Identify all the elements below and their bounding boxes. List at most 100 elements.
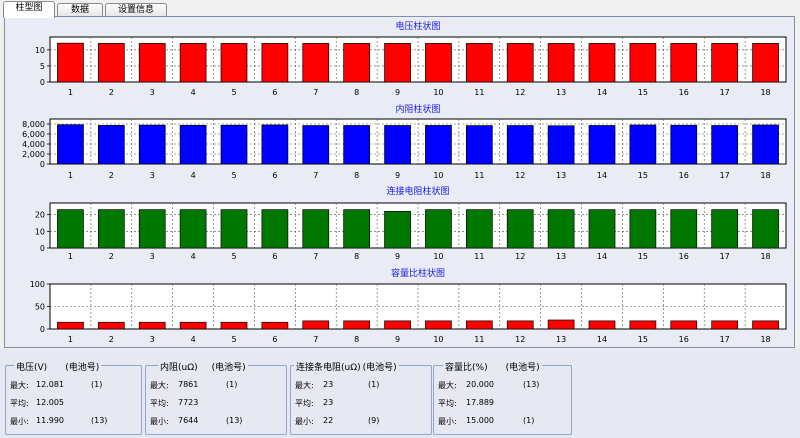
x-tick-label: 13: [556, 171, 566, 180]
bar-connection-10: [425, 209, 452, 249]
x-tick-label: 4: [191, 252, 196, 261]
stats-label: 最大:: [150, 381, 169, 390]
x-tick-label: 4: [191, 335, 196, 344]
x-tick-label: 11: [474, 171, 484, 180]
bar-capacity-11: [465, 320, 493, 330]
stats-value: 22: [323, 416, 334, 425]
y-tick-label: 8,000: [22, 120, 45, 129]
y-tick-label: 6,000: [22, 130, 45, 139]
y-tick-label: 10: [35, 46, 45, 55]
x-tick-label: 9: [395, 335, 400, 344]
x-tick-label: 18: [760, 171, 770, 180]
bar-connection-18: [752, 209, 779, 249]
stats-value: 20.000: [466, 380, 494, 389]
stats-connection-legend: 连接条电阻(uΩ) (电池号): [294, 360, 399, 373]
y-tick-label: 20: [35, 211, 45, 220]
stats-value: 17.889: [466, 398, 494, 407]
x-tick-label: 11: [474, 252, 484, 261]
bar-resistance-16: [670, 124, 698, 165]
x-tick-label: 9: [395, 88, 400, 97]
y-tick-label: 0: [40, 78, 45, 87]
chart-title-resistance: 内阻柱状图: [395, 103, 440, 115]
stats-label: 最大:: [10, 381, 29, 390]
bar-capacity-15: [629, 320, 657, 330]
bar-voltage-13: [547, 43, 575, 83]
y-tick-label: 50: [35, 303, 45, 312]
bar-connection-14: [588, 209, 616, 249]
bar-capacity-1: [57, 321, 84, 330]
bar-resistance-6: [261, 124, 289, 165]
x-tick-label: 5: [231, 335, 236, 344]
bar-capacity-16: [670, 320, 698, 330]
bar-resistance-11: [465, 125, 493, 165]
x-tick-label: 6: [272, 252, 277, 261]
x-tick-label: 16: [679, 335, 689, 344]
stats-value: 7723: [178, 398, 199, 407]
tab-bar-chart[interactable]: 柱型图: [3, 1, 55, 18]
bar-capacity-2: [97, 321, 125, 330]
bar-connection-1: [57, 209, 84, 249]
bar-capacity-10: [425, 320, 452, 330]
stats-value: 23: [323, 398, 334, 407]
x-tick-label: 3: [150, 171, 155, 180]
stats-label: 平均:: [295, 399, 314, 408]
stats-value: 15.000: [466, 416, 494, 425]
x-tick-label: 9: [395, 171, 400, 180]
x-tick-label: 8: [354, 335, 359, 344]
bar-resistance-10: [425, 125, 452, 165]
bar-voltage-7: [302, 43, 330, 83]
bar-capacity-3: [138, 321, 166, 330]
stats-cell: (9): [368, 416, 380, 425]
x-tick-label: 4: [191, 88, 196, 97]
bar-voltage-16: [670, 43, 698, 83]
stats-capacity-battery-header: (电池号): [505, 363, 540, 373]
bar-resistance-18: [752, 124, 779, 165]
bar-voltage-14: [588, 43, 616, 83]
bar-capacity-18: [752, 320, 779, 330]
bar-voltage-5: [220, 43, 248, 83]
bar-connection-11: [465, 209, 493, 249]
y-tick-label: 4,000: [22, 140, 45, 149]
stats-cell: (1): [91, 380, 103, 389]
bar-capacity-12: [506, 320, 534, 330]
x-tick-label: 13: [556, 252, 566, 261]
x-tick-label: 12: [515, 88, 525, 97]
stats-capacity-header: 容量比(%): [445, 363, 488, 373]
bar-capacity-13: [547, 319, 575, 330]
x-tick-label: 15: [638, 171, 648, 180]
x-tick-label: 3: [150, 252, 155, 261]
bar-resistance-17: [711, 125, 739, 165]
bar-resistance-4: [179, 124, 207, 165]
tab-bar: 柱型图 数据 设置信息: [0, 0, 800, 18]
bar-resistance-3: [138, 124, 166, 165]
x-tick-label: 2: [109, 171, 114, 180]
bar-resistance-13: [547, 125, 575, 165]
chart-title-connection: 连接电阻柱状图: [386, 185, 449, 197]
x-tick-label: 1: [68, 335, 73, 344]
stats-value: 7861: [178, 380, 199, 389]
x-tick-label: 7: [313, 252, 318, 261]
chart-title-capacity: 容量比柱状图: [391, 267, 445, 279]
stats-voltage-header: 电压(V): [16, 363, 48, 373]
stats-resistance-header: 内阻(uΩ): [160, 363, 198, 373]
x-tick-label: 15: [638, 335, 648, 344]
chart-panel: 电压柱状图 1 2 3 4 5 6 7 8 9 10 11 12 13 14 15 16 17 18 10 5 0 内阻柱状…: [4, 16, 795, 348]
bar-voltage-17: [711, 43, 739, 83]
bar-resistance-12: [506, 125, 534, 165]
stats-connection-header: 连接条电阻(uΩ): [296, 363, 361, 373]
stats-label: 最小:: [295, 417, 314, 426]
stats-value: 12.081: [36, 380, 64, 389]
stats-label: 最大:: [438, 381, 457, 390]
x-tick-label: 16: [679, 171, 689, 180]
bar-resistance-9: [384, 125, 411, 165]
bar-voltage-3: [138, 43, 166, 83]
bar-resistance-15: [629, 124, 657, 165]
x-tick-label: 13: [556, 88, 566, 97]
bar-connection-13: [547, 209, 575, 249]
tab-data[interactable]: 数据: [57, 3, 103, 17]
tab-settings[interactable]: 设置信息: [105, 3, 167, 17]
bar-voltage-10: [425, 43, 452, 83]
y-tick-label: 0: [40, 160, 45, 169]
stats-voltage-legend: 电压(V) (电池号): [14, 360, 102, 373]
